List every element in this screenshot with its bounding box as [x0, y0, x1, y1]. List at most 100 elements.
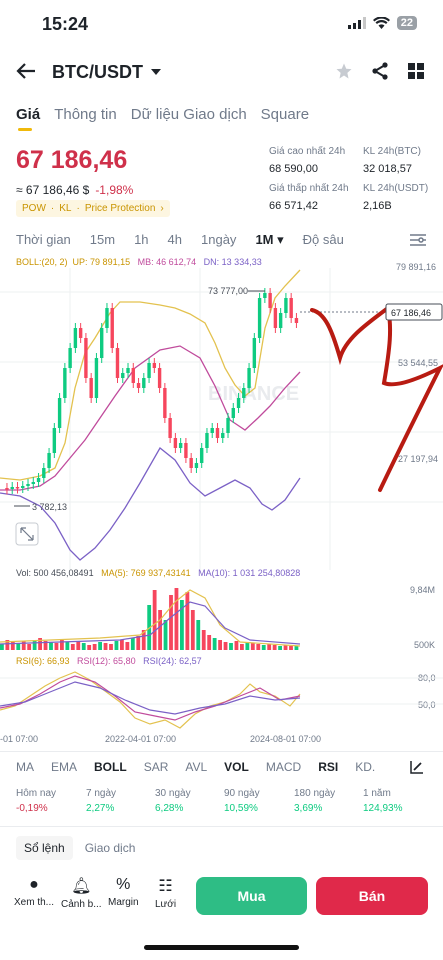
candle-body — [253, 338, 256, 368]
ind-sar[interactable]: SAR — [144, 760, 169, 774]
volume-bar — [22, 641, 26, 650]
volume-bar — [262, 645, 266, 650]
star-icon — [335, 62, 353, 80]
candle-body — [200, 448, 203, 463]
interval-tabs: Thời gian 15m 1h 4h 1ngày 1M ▾ Độ sâu — [16, 232, 363, 248]
interval-1m[interactable]: 1M ▾ — [255, 232, 283, 248]
volume-bar — [251, 643, 255, 650]
volume-bar — [158, 610, 162, 650]
volume-bar — [125, 642, 129, 650]
candle-body — [79, 328, 82, 338]
volume-bar — [153, 590, 157, 650]
candle-body — [211, 428, 214, 433]
ind-boll[interactable]: BOLL — [94, 760, 127, 774]
volume-bar — [16, 643, 20, 650]
candle-body — [232, 408, 235, 418]
ind-macd[interactable]: MACD — [266, 760, 301, 774]
candle-body — [279, 313, 282, 328]
candle-body — [168, 418, 171, 438]
candle-body — [284, 298, 287, 313]
interval-4h[interactable]: 4h — [168, 232, 182, 248]
layout-button[interactable] — [408, 63, 424, 84]
buy-button[interactable]: Mua — [196, 877, 307, 915]
interval-1h[interactable]: 1h — [134, 232, 148, 248]
x-label-3: 2024-08-01 07:00 — [250, 734, 321, 744]
expand-chart-button[interactable] — [16, 523, 38, 545]
boll-up: UP: 79 891,15 — [73, 257, 131, 267]
volume-bar — [104, 643, 108, 650]
status-icons: 22 — [348, 16, 417, 30]
volume-bar — [202, 630, 206, 650]
chevron-right-icon: › — [160, 203, 163, 214]
volume-bar — [65, 642, 69, 650]
chart-settings-button[interactable] — [410, 233, 426, 252]
volume-bar — [27, 644, 31, 650]
high-label: Giá cao nhất 24h — [269, 146, 345, 157]
candle-body — [295, 318, 298, 323]
share-button[interactable] — [371, 62, 389, 85]
ind-avl[interactable]: AVL — [185, 760, 207, 774]
sell-button[interactable]: Bán — [316, 877, 428, 915]
ind-ma[interactable]: MA — [16, 760, 34, 774]
more-dots-icon: ● — [29, 876, 39, 894]
rsi24-line — [0, 682, 300, 714]
interval-depth[interactable]: Độ sâu — [303, 232, 344, 248]
vol-ma10: MA(10): 1 031 254,80828 — [198, 568, 300, 578]
volume-bar — [207, 635, 211, 650]
book-tabs: Sổ lệnh Giao dịch — [16, 836, 135, 860]
candle-body — [263, 293, 266, 298]
tab-trading-data[interactable]: Dữ liệu Giao dịch — [131, 106, 247, 123]
volume-bar — [213, 638, 217, 650]
vol-btc-label: KL 24h(BTC) — [363, 146, 421, 157]
grid-bot-icon: ☷ — [158, 876, 172, 896]
tab-price[interactable]: Giá — [16, 106, 40, 123]
pair-selector[interactable]: BTC/USDT — [52, 62, 161, 83]
tab-trades[interactable]: Giao dịch — [85, 841, 136, 855]
candle-body — [226, 418, 229, 433]
grid-bot-button[interactable]: ☷ Lưới — [155, 876, 176, 910]
candle-body — [37, 478, 40, 482]
candle-body — [84, 338, 87, 378]
ind-kd[interactable]: KD. — [355, 760, 375, 774]
tag-bar[interactable]: POW · KL · Price Protection › — [16, 200, 170, 217]
rsi12-line — [0, 676, 300, 720]
volume-bar — [185, 592, 189, 650]
volume-bar — [76, 641, 80, 650]
grid-icon — [408, 63, 424, 79]
margin-button[interactable]: % Margin — [108, 876, 139, 908]
volume-bar — [93, 644, 97, 650]
candle-body — [116, 348, 119, 378]
tag-pow: POW — [22, 203, 46, 214]
volume-chart[interactable] — [0, 580, 443, 652]
candle-body — [53, 428, 56, 453]
back-button[interactable] — [16, 62, 36, 85]
interval-1day[interactable]: 1ngày — [201, 232, 236, 248]
rsi-chart[interactable] — [0, 666, 443, 734]
ind-vol[interactable]: VOL — [224, 760, 249, 774]
perf-today: Hôm nay -0,19% — [16, 788, 56, 814]
pair-title: BTC/USDT — [52, 62, 143, 83]
candle-body — [5, 488, 8, 490]
main-tabs: Giá Thông tin Dữ liệu Giao dịch Square — [16, 106, 309, 123]
interval-time[interactable]: Thời gian — [16, 232, 71, 248]
interval-15m[interactable]: 15m — [90, 232, 115, 248]
tab-square[interactable]: Square — [261, 106, 309, 123]
vol-ma5: MA(5): 769 937,43141 — [101, 568, 191, 578]
more-button[interactable]: ● Xem th... — [14, 876, 54, 908]
candle-body — [89, 378, 92, 398]
draw-tool-button[interactable] — [410, 760, 424, 779]
ind-rsi[interactable]: RSI — [318, 760, 338, 774]
favorite-button[interactable] — [335, 62, 353, 85]
tab-info[interactable]: Thông tin — [54, 106, 117, 123]
volume-bar — [267, 644, 271, 650]
battery-icon: 22 — [397, 16, 417, 30]
volume-bar — [87, 645, 91, 650]
candle-body — [184, 443, 187, 458]
ind-ema[interactable]: EMA — [51, 760, 77, 774]
alert-button[interactable]: 🔔︎ Cảnh b... — [61, 876, 102, 910]
high-value: 68 590,00 — [269, 163, 318, 175]
tab-order-book[interactable]: Sổ lệnh — [16, 836, 73, 860]
volume-bar — [164, 620, 168, 650]
share-icon — [371, 62, 389, 80]
candle-chart[interactable]: BINANCE 67 186,46 73 777,00 53 544,55 27… — [0, 268, 443, 570]
